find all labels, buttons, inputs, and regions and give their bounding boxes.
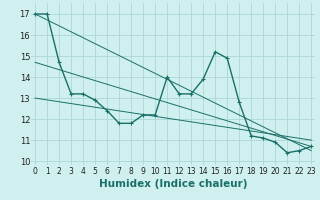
X-axis label: Humidex (Indice chaleur): Humidex (Indice chaleur): [99, 179, 247, 189]
